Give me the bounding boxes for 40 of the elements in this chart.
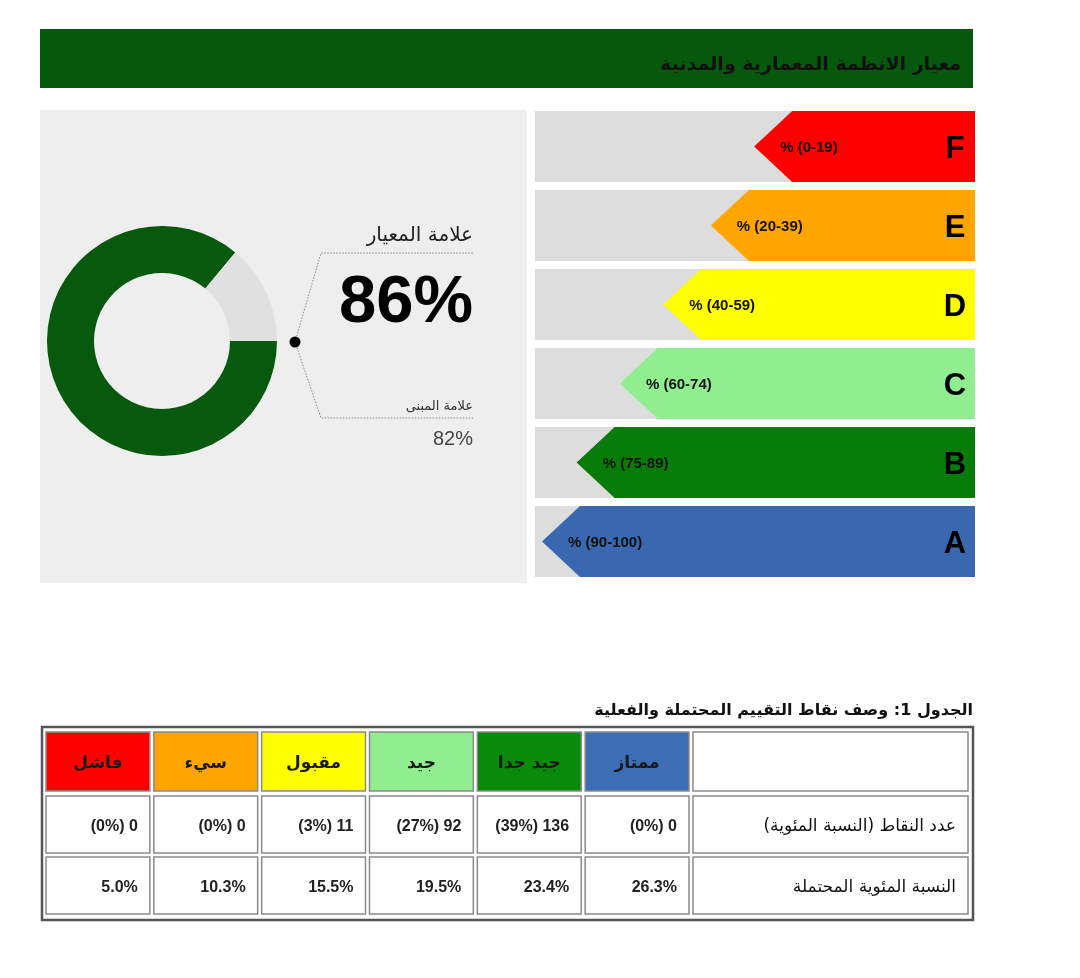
text: 10.3% — [200, 877, 246, 895]
text: 15.5% — [308, 877, 354, 895]
category-label: عدد النقاط (النسبة المئوية) — [763, 814, 956, 835]
donut-slice — [205, 252, 277, 341]
category-label: مقبول — [286, 751, 342, 773]
y-tick-label: C — [943, 366, 967, 402]
text: 5.0% — [101, 877, 138, 895]
category-label: ممتاز — [613, 751, 660, 772]
y-tick-label: B — [943, 445, 967, 481]
annotation: % (75-89) — [602, 453, 669, 471]
category-label: سيء — [184, 751, 228, 773]
text: 26.3% — [631, 877, 677, 895]
annotation: % (40-59) — [689, 295, 756, 313]
chart-title: معيار الانظمة المعمارية والمدنية — [660, 52, 961, 75]
text: (3%) 11 — [298, 816, 354, 834]
text: علامة المبنى — [405, 398, 473, 413]
y-tick-label: E — [944, 208, 966, 244]
donut-slice — [47, 226, 277, 456]
text: 82% — [432, 427, 474, 449]
category-label: النسبة المئوية المحتملة — [792, 875, 956, 896]
data-label: 86% — [338, 261, 473, 336]
y-tick-label: A — [943, 524, 967, 560]
annotation: % (60-74) — [645, 374, 712, 392]
text: الجدول 1: وصف نقاط التقييم المحتملة والفعلية — [594, 700, 973, 719]
text: علامة المعيار — [365, 222, 473, 246]
annotation: % (0-19) — [780, 137, 838, 155]
text: (0%) 0 — [90, 816, 138, 834]
y-tick-label: D — [943, 287, 967, 323]
y-tick-label: F — [945, 129, 965, 165]
category-label: جيد — [406, 751, 436, 772]
text: (0%) 0 — [629, 816, 677, 834]
category-label: فاشل — [73, 751, 123, 772]
annotation: % (20-39) — [736, 216, 803, 234]
text: (39%) 136 — [495, 816, 570, 834]
text: 23.4% — [523, 877, 570, 895]
text: (27%) 92 — [396, 816, 462, 834]
text: 19.5% — [415, 877, 462, 895]
annotation: % (90-100) — [568, 532, 643, 550]
category-label: جيد جدا — [497, 751, 561, 772]
text: (0%) 0 — [198, 816, 246, 834]
